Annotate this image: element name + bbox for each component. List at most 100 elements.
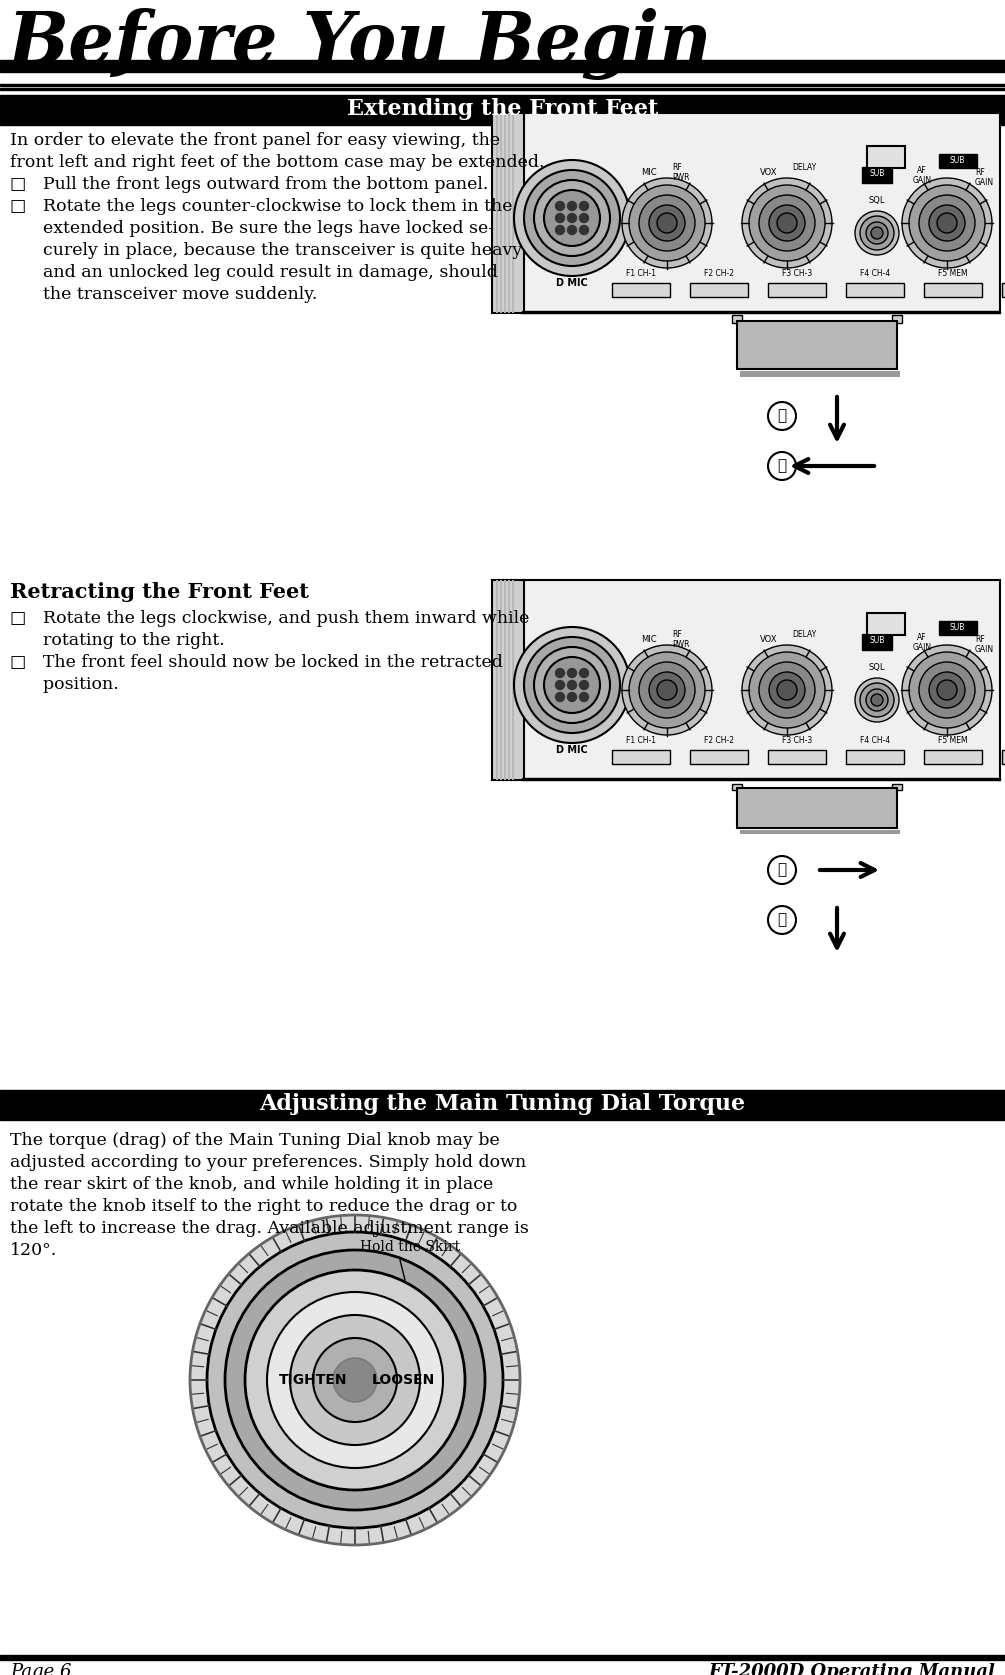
Circle shape bbox=[568, 213, 577, 223]
Circle shape bbox=[622, 645, 712, 735]
Circle shape bbox=[871, 228, 883, 240]
Circle shape bbox=[568, 668, 577, 677]
Text: RF
PWR: RF PWR bbox=[672, 630, 689, 650]
Text: In order to elevate the front panel for easy viewing, the: In order to elevate the front panel for … bbox=[10, 132, 500, 149]
Text: F3 CH-3: F3 CH-3 bbox=[782, 735, 812, 745]
Text: rotate the knob itself to the right to reduce the drag or to: rotate the knob itself to the right to r… bbox=[10, 1198, 518, 1214]
Circle shape bbox=[514, 626, 630, 744]
Text: MIC: MIC bbox=[641, 168, 657, 178]
Bar bbox=[924, 283, 982, 296]
Text: ①: ① bbox=[778, 863, 787, 878]
Circle shape bbox=[649, 672, 685, 709]
Circle shape bbox=[860, 683, 894, 717]
Bar bbox=[492, 580, 524, 781]
Text: D MIC: D MIC bbox=[556, 278, 588, 288]
Circle shape bbox=[929, 672, 965, 709]
Bar bbox=[740, 370, 900, 377]
Bar bbox=[496, 112, 498, 313]
Text: TIGHTEN: TIGHTEN bbox=[278, 1374, 348, 1387]
Circle shape bbox=[902, 178, 992, 268]
Bar bbox=[862, 168, 892, 183]
Text: AF
GAIN: AF GAIN bbox=[913, 633, 932, 652]
Circle shape bbox=[866, 688, 888, 710]
Circle shape bbox=[580, 213, 589, 223]
Circle shape bbox=[622, 178, 712, 268]
Circle shape bbox=[568, 680, 577, 690]
Bar bbox=[768, 283, 826, 296]
Text: front left and right feet of the bottom case may be extended.: front left and right feet of the bottom … bbox=[10, 154, 545, 171]
Text: MIC: MIC bbox=[641, 635, 657, 643]
Circle shape bbox=[514, 161, 630, 276]
Text: the left to increase the drag. Available adjustment range is: the left to increase the drag. Available… bbox=[10, 1219, 529, 1238]
Bar bbox=[846, 283, 904, 296]
Circle shape bbox=[749, 652, 825, 729]
Circle shape bbox=[544, 189, 600, 246]
Circle shape bbox=[742, 645, 832, 735]
Circle shape bbox=[759, 662, 815, 719]
Bar bbox=[496, 580, 498, 781]
Circle shape bbox=[333, 1358, 377, 1402]
Text: VOX: VOX bbox=[760, 168, 778, 178]
Circle shape bbox=[267, 1291, 443, 1467]
Bar bbox=[512, 580, 514, 781]
Circle shape bbox=[629, 184, 705, 261]
Bar bbox=[0, 84, 1005, 85]
Text: F1 CH-1: F1 CH-1 bbox=[626, 270, 656, 278]
Bar bbox=[508, 112, 510, 313]
Text: F5 MEM: F5 MEM bbox=[939, 735, 968, 745]
Text: F1 CH-1: F1 CH-1 bbox=[626, 735, 656, 745]
Text: adjusted according to your preferences. Simply hold down: adjusted according to your preferences. … bbox=[10, 1154, 527, 1171]
Bar bbox=[737, 322, 897, 368]
Text: AF
GAIN: AF GAIN bbox=[913, 166, 932, 186]
Text: F2 CH-2: F2 CH-2 bbox=[704, 735, 734, 745]
Circle shape bbox=[580, 668, 589, 677]
Bar bbox=[939, 154, 977, 168]
Bar bbox=[732, 784, 742, 791]
Bar bbox=[690, 750, 748, 764]
Text: rotating to the right.: rotating to the right. bbox=[10, 631, 225, 648]
Circle shape bbox=[556, 692, 565, 702]
Bar bbox=[939, 621, 977, 635]
Bar bbox=[867, 146, 904, 168]
Circle shape bbox=[769, 672, 805, 709]
Text: 120°.: 120°. bbox=[10, 1241, 57, 1260]
Text: and an unlocked leg could result in damage, should: and an unlocked leg could result in dama… bbox=[10, 265, 497, 281]
Circle shape bbox=[937, 680, 957, 700]
Text: F2 CH-2: F2 CH-2 bbox=[704, 270, 734, 278]
Text: Adjusting the Main Tuning Dial Torque: Adjusting the Main Tuning Dial Torque bbox=[259, 1094, 746, 1116]
Circle shape bbox=[544, 657, 600, 714]
Circle shape bbox=[568, 201, 577, 211]
Bar bbox=[1002, 283, 1005, 296]
Bar bbox=[846, 750, 904, 764]
Text: extended position. Be sure the legs have locked se-: extended position. Be sure the legs have… bbox=[10, 219, 494, 236]
Text: F5 MEM: F5 MEM bbox=[939, 270, 968, 278]
Circle shape bbox=[909, 184, 985, 261]
Bar bbox=[0, 60, 1005, 72]
Text: □   Rotate the legs counter-clockwise to lock them in the: □ Rotate the legs counter-clockwise to l… bbox=[10, 198, 513, 214]
Text: SQL: SQL bbox=[868, 196, 885, 204]
Bar bbox=[522, 580, 1000, 781]
Text: ①: ① bbox=[778, 409, 787, 424]
Bar bbox=[867, 613, 904, 635]
Circle shape bbox=[855, 211, 899, 255]
Text: DELAY: DELAY bbox=[792, 630, 816, 638]
Circle shape bbox=[768, 856, 796, 884]
Text: SUB: SUB bbox=[950, 156, 965, 166]
Circle shape bbox=[580, 201, 589, 211]
Bar bbox=[0, 1090, 1005, 1117]
Text: Retracting the Front Feet: Retracting the Front Feet bbox=[10, 581, 309, 601]
Circle shape bbox=[871, 693, 883, 705]
Circle shape bbox=[524, 169, 620, 266]
Circle shape bbox=[313, 1338, 397, 1422]
Text: the transceiver move suddenly.: the transceiver move suddenly. bbox=[10, 286, 318, 303]
Bar bbox=[500, 112, 502, 313]
Circle shape bbox=[245, 1270, 465, 1491]
Text: Before You Begin: Before You Begin bbox=[8, 8, 713, 80]
Text: RF
GAIN: RF GAIN bbox=[975, 168, 994, 188]
Text: The torque (drag) of the Main Tuning Dial knob may be: The torque (drag) of the Main Tuning Dia… bbox=[10, 1132, 499, 1149]
Circle shape bbox=[929, 204, 965, 241]
Text: RF
PWR: RF PWR bbox=[672, 162, 689, 183]
Text: □   The front feel should now be locked in the retracted: □ The front feel should now be locked in… bbox=[10, 653, 502, 672]
Bar bbox=[768, 750, 826, 764]
Bar bbox=[892, 784, 902, 791]
